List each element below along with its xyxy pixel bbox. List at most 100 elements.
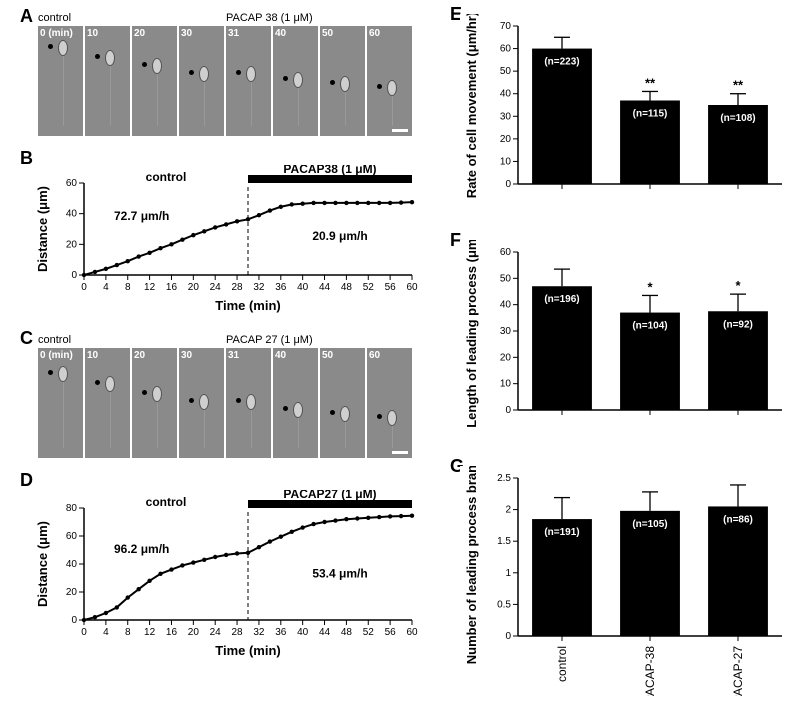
reference-dot [189,70,194,75]
svg-text:60: 60 [406,627,418,638]
svg-text:96.2 μm/h: 96.2 μm/h [114,542,169,556]
reference-dot [48,370,53,375]
svg-text:1.5: 1.5 [497,536,511,547]
micrograph-frame: 60 [367,26,412,136]
micrograph-time-label: 0 (min) [40,28,73,39]
svg-text:0.5: 0.5 [497,599,511,610]
svg-text:control: control [146,495,187,509]
svg-text:40: 40 [66,559,78,570]
svg-text:4: 4 [103,282,109,293]
micrograph-frame: 10 [85,26,130,136]
panel-c-control-label: control [38,334,71,346]
reference-dot [236,70,241,75]
svg-text:40: 40 [500,89,512,100]
cell-body [293,72,303,88]
svg-text:*: * [735,278,741,293]
cell-process [298,88,299,126]
svg-text:20: 20 [66,239,78,250]
svg-text:60: 60 [66,178,78,189]
svg-text:0: 0 [505,631,511,642]
panel-label-a: A [20,6,33,27]
svg-text:80: 80 [66,503,78,514]
svg-text:**: ** [733,78,744,93]
svg-text:0: 0 [505,405,511,416]
svg-text:32: 32 [253,627,265,638]
micrograph-time-label: 31 [228,350,239,361]
micrograph-frame: 30 [179,348,224,458]
svg-text:20: 20 [500,352,512,363]
cell-process [63,382,64,448]
svg-text:53.4 μm/h: 53.4 μm/h [312,566,367,580]
reference-dot [48,44,53,49]
cell-process [157,74,158,126]
svg-text:Time (min): Time (min) [215,298,281,313]
micrograph-frame: 50 [320,26,365,136]
svg-text:0: 0 [81,282,87,293]
panel-b-chart: 020406004812162024283236404448525660Time… [32,165,422,315]
svg-text:60: 60 [500,44,512,55]
panel-label-d: D [20,470,33,491]
svg-text:(n=115): (n=115) [633,108,668,119]
svg-text:32: 32 [253,282,265,293]
svg-text:Distance (μm): Distance (μm) [35,186,50,272]
svg-text:40: 40 [66,209,78,220]
svg-text:72.7 μm/h: 72.7 μm/h [114,209,169,223]
cell-process [392,96,393,126]
svg-text:10: 10 [500,379,512,390]
svg-text:(n=223): (n=223) [544,57,579,68]
micrograph-time-label: 10 [87,28,98,39]
micrograph-frame: 31 [226,348,271,458]
micrograph-frame: 10 [85,348,130,458]
panel-g-chart: 00.511.522.5Number of leading process br… [460,466,790,696]
svg-text:8: 8 [125,627,131,638]
svg-text:10: 10 [500,156,512,167]
svg-text:control: control [555,646,569,682]
micrograph-time-label: 50 [322,350,333,361]
scale-bar [392,451,408,454]
cell-process [110,392,111,448]
reference-dot [283,406,288,411]
svg-text:48: 48 [341,627,353,638]
cell-body [105,376,115,392]
svg-text:12: 12 [144,627,156,638]
svg-text:0: 0 [505,179,511,190]
svg-text:Time (min): Time (min) [215,643,281,658]
cell-body [199,394,209,410]
svg-text:56: 56 [385,282,397,293]
cell-body [58,40,68,56]
svg-text:(n=86): (n=86) [723,514,753,525]
svg-text:0: 0 [71,615,77,626]
cell-body [340,76,350,92]
reference-dot [377,414,382,419]
cell-body [387,410,397,426]
svg-text:0: 0 [71,270,77,281]
svg-text:20: 20 [66,587,78,598]
reference-dot [142,390,147,395]
svg-text:52: 52 [363,282,375,293]
micrograph-frame: 30 [179,26,224,136]
cell-body [152,386,162,402]
svg-text:0: 0 [81,627,87,638]
panel-a-control-label: control [38,12,71,24]
micrograph-frame: 20 [132,348,177,458]
micrograph-time-label: 40 [275,28,286,39]
svg-text:24: 24 [210,282,222,293]
panel-d-chart: 02040608004812162024283236404448525660Ti… [32,490,422,660]
micrograph-frame: 0 (min) [38,26,83,136]
svg-text:44: 44 [319,627,331,638]
reference-dot [377,84,382,89]
reference-dot [330,80,335,85]
svg-text:30: 30 [500,326,512,337]
micrograph-time-label: 40 [275,350,286,361]
micrograph-frame: 50 [320,348,365,458]
svg-text:12: 12 [144,282,156,293]
cell-process [110,66,111,126]
svg-text:2: 2 [505,505,511,516]
micrograph-frame: 40 [273,26,318,136]
svg-text:40: 40 [500,300,512,311]
svg-text:20.9 μm/h: 20.9 μm/h [312,229,367,243]
svg-text:(n=104): (n=104) [632,321,667,332]
svg-text:2.5: 2.5 [497,473,511,484]
svg-text:(n=191): (n=191) [544,527,579,538]
cell-body [340,406,350,422]
